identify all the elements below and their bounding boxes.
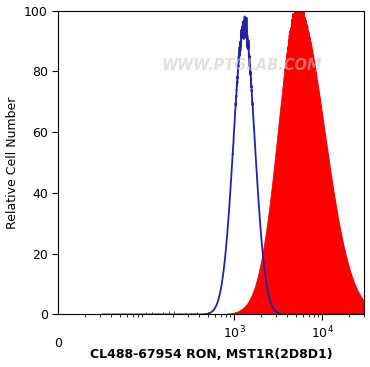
Y-axis label: Relative Cell Number: Relative Cell Number [6, 96, 18, 229]
Text: WWW.PTGLAB.COM: WWW.PTGLAB.COM [162, 58, 322, 73]
Text: 0: 0 [54, 337, 63, 350]
X-axis label: CL488-67954 RON, MST1R(2D8D1): CL488-67954 RON, MST1R(2D8D1) [90, 348, 333, 361]
